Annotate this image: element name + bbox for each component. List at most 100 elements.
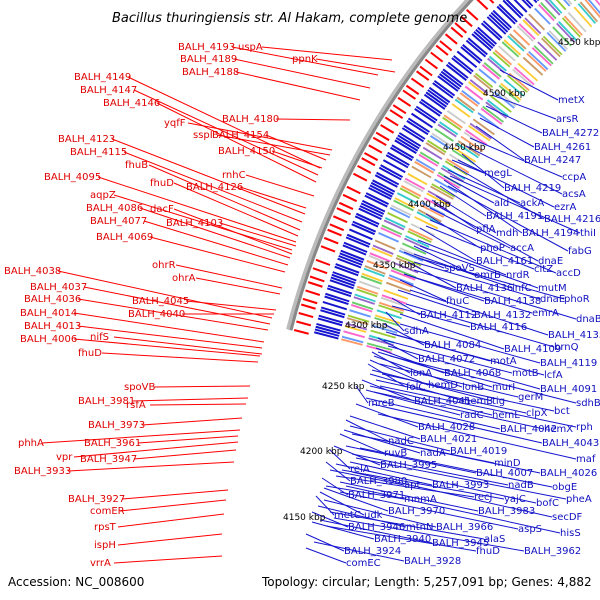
feature-block — [516, 25, 534, 42]
gene-label: BALH_4021 — [420, 434, 477, 445]
gene-label: phhA — [18, 438, 44, 449]
feature-block — [378, 166, 402, 181]
feature-block — [361, 157, 376, 167]
gene-label: BALH_4138 — [484, 296, 541, 307]
gene-label: fhuC — [446, 296, 469, 307]
gene-leader-line — [385, 311, 405, 332]
gene-leader-line — [409, 289, 549, 336]
feature-block — [500, 82, 522, 101]
gene-label: uspA — [238, 42, 263, 53]
gene-leader-line — [195, 277, 281, 295]
gene-label: BALH_4084 — [424, 340, 481, 351]
genome-backbone — [286, 0, 474, 331]
gene-leader-line — [101, 352, 259, 363]
gene-label: aqpZ — [90, 190, 116, 201]
gene-leader-line — [399, 279, 447, 302]
feature-block — [487, 57, 506, 74]
gene-leader-line — [261, 46, 393, 61]
feature-block — [371, 324, 398, 334]
gene-leader-line — [397, 289, 475, 316]
gene-leader-line — [175, 264, 283, 289]
gene-label: BALH_4013 — [24, 321, 81, 332]
feature-block — [387, 212, 408, 224]
feature-block — [361, 272, 383, 283]
feature-block — [358, 280, 381, 290]
kbp-tick-labels: 4550 kbp 4500 kbp 4450 kbp 4400 kbp 4350 kbp… — [283, 38, 600, 523]
feature-block — [315, 325, 341, 335]
feature-block — [433, 80, 456, 97]
gene-label: ruvB — [384, 448, 407, 459]
feature-block — [496, 5, 516, 25]
feature-block — [390, 146, 413, 162]
gene-leader-line — [325, 525, 477, 552]
feature-block — [474, 72, 494, 88]
feature-block — [512, 29, 531, 46]
gene-leader-line — [443, 179, 523, 234]
feature-block — [341, 338, 363, 346]
feature-block — [425, 91, 447, 108]
feature-block — [356, 288, 378, 298]
gene-label: BALH_3993 — [432, 480, 489, 491]
feature-block — [418, 153, 439, 167]
gene-leader-line — [417, 239, 507, 276]
feature-block — [305, 289, 321, 296]
gene-label: BALH_4191 — [486, 211, 543, 222]
feature-block — [392, 104, 407, 115]
gene-leader-line — [399, 323, 541, 364]
gene-label: BALH_3946 — [348, 522, 405, 533]
feature-block — [374, 317, 400, 327]
kbp-tick-label: 4450 kbp — [443, 143, 486, 153]
gene-leader-line — [313, 541, 405, 562]
gene-leader-line — [339, 481, 479, 512]
feature-block — [522, 19, 540, 37]
gene-label: recJ — [474, 492, 493, 503]
gene-label: BALH_3947 — [80, 454, 137, 465]
feature-block — [451, 149, 475, 165]
gene-leader-line — [231, 46, 379, 76]
gene-leader-line — [429, 207, 511, 249]
feature-block — [342, 244, 367, 256]
feature-block — [417, 209, 442, 223]
feature-block — [464, 85, 484, 101]
gene-label: spoVB — [124, 382, 156, 393]
gene-leader-line — [443, 175, 495, 204]
gene-label: BALH_4219 — [504, 183, 561, 194]
feature-block — [335, 263, 360, 274]
feature-block — [397, 96, 412, 107]
feature-block — [426, 192, 450, 207]
feature-block — [331, 273, 356, 284]
gene-leader-line — [391, 333, 545, 376]
gene-label: BALH_4115 — [70, 147, 127, 158]
gene-leader-line — [485, 105, 543, 134]
gene-leader-line — [265, 134, 327, 161]
feature-block — [512, 68, 533, 88]
feature-block — [517, 62, 538, 82]
feature-block — [339, 252, 364, 264]
feature-block — [351, 301, 374, 310]
feature-block — [391, 144, 414, 159]
feature-block — [320, 245, 336, 253]
feature-block — [317, 317, 343, 327]
gene-leader-line — [113, 555, 223, 564]
gene-label: BALH_3945 — [432, 538, 489, 549]
feature-block — [548, 0, 563, 14]
feature-block — [351, 223, 375, 236]
gene-leader-line — [121, 489, 229, 500]
feature-block — [398, 132, 422, 147]
kbp-tick-label: 4550 kbp — [558, 38, 600, 48]
gene-leader-line — [417, 257, 565, 300]
gene-label: obgE — [552, 482, 577, 493]
feature-block — [343, 330, 365, 339]
gene-label: brnQ — [554, 342, 579, 353]
feature-block — [566, 0, 573, 5]
gene-label: BALH_4091 — [540, 384, 597, 395]
gene-leader-line — [349, 425, 451, 452]
feature-block — [378, 304, 404, 315]
feature-block — [478, 68, 497, 84]
gene-leader-line — [413, 261, 541, 300]
gene-label: vpr — [56, 452, 73, 463]
feature-block — [556, 22, 576, 43]
gene-leader-line — [447, 185, 569, 252]
gene-leader-line — [383, 339, 513, 374]
feature-block — [480, 107, 503, 125]
